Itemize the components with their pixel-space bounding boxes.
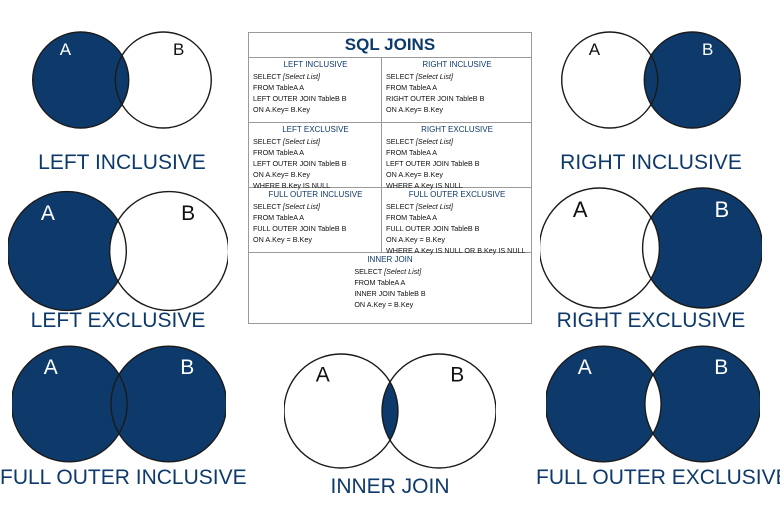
venn-shaded-region	[546, 346, 662, 462]
caption-full-outer-inclusive: FULL OUTER INCLUSIVE	[0, 466, 247, 489]
venn-circle-a	[540, 187, 661, 309]
sql-line: ON A.Key = B.Key	[386, 235, 445, 244]
venn-shaded-region	[32, 32, 129, 128]
sql-line: ON A.Key = B.Key	[354, 300, 414, 309]
venn-label-a: A	[44, 356, 58, 379]
sql-joins-reference-table: SQL JOINS LEFT INCLUSIVE SELECT [Select …	[248, 32, 532, 324]
venn-shaded-region	[644, 32, 741, 128]
sql-line: LEFT OUTER JOIN TableB B	[253, 159, 347, 168]
venn-shaded-region	[110, 346, 226, 462]
sql-line: FROM TableA A	[354, 278, 406, 287]
venn-label-b: B	[180, 356, 194, 379]
venn-label-a: A	[41, 202, 55, 225]
venn-label-b: B	[714, 197, 729, 222]
venn-circle-b	[643, 31, 741, 129]
ref-cell-right-inclusive: RIGHT INCLUSIVE SELECT [Select List] FROM…	[382, 58, 531, 123]
sql-line: ON A.Key= B.Key	[253, 170, 310, 179]
venn-circle-b	[108, 190, 228, 312]
venn-circle-a	[32, 31, 130, 129]
sql-line: SELECT [Select List]	[386, 137, 453, 146]
venn-label-b: B	[714, 356, 728, 379]
reference-title: SQL JOINS	[249, 33, 531, 58]
venn-label-a: A	[589, 40, 601, 59]
sql-line: SELECT [Select List]	[253, 72, 320, 81]
sql-line: WHERE A.Key IS NULL OR B.Key IS NULL	[386, 246, 526, 255]
venn-label-b: B	[181, 202, 195, 225]
sql-line: ON A.Key= B.Key	[386, 170, 443, 179]
sql-line: SELECT [Select List]	[386, 202, 453, 211]
sql-line: FROM TableA A	[253, 83, 304, 92]
sql-line: ON A.Key= B.Key	[386, 105, 443, 114]
ref-cell-left-exclusive: LEFT EXCLUSIVE SELECT [Select List] FROM …	[249, 123, 382, 190]
venn-circle-b	[641, 187, 762, 309]
sql-line: LEFT OUTER JOIN TableB B	[253, 94, 347, 103]
sql-line: ON A.Key= B.Key	[253, 105, 310, 114]
venn-shaded-region	[642, 188, 762, 308]
ref-cell-title: LEFT INCLUSIVE	[283, 60, 348, 69]
sql-line: FULL OUTER JOIN TableB B	[253, 224, 347, 233]
caption-full-outer-exclusive: FULL OUTER EXCLUSIVE	[536, 466, 780, 489]
sql-line: WHERE B.Key IS NULL	[253, 181, 331, 190]
venn-shaded-region	[12, 346, 128, 462]
venn-circle-a	[284, 353, 399, 469]
sql-line: FROM TableA A	[386, 213, 437, 222]
sql-line: ON A.Key = B.Key	[253, 235, 312, 244]
venn-label-b: B	[450, 363, 464, 386]
venn-label-a: A	[578, 356, 592, 379]
sql-line: SELECT [Select List]	[354, 267, 422, 276]
ref-cell-full-outer-inclusive: FULL OUTER INCLUSIVE SELECT [Select List…	[249, 188, 382, 253]
venn-circle-b	[114, 31, 212, 129]
sql-line: LEFT OUTER JOIN TableB B	[386, 159, 480, 168]
venn-circle-a	[561, 31, 659, 129]
venn-circle-b	[644, 345, 760, 463]
sql-line: FULL OUTER JOIN TableB B	[386, 224, 480, 233]
caption-left-exclusive: LEFT EXCLUSIVE	[30, 309, 206, 332]
venn-shaded-region	[8, 191, 127, 311]
ref-cell-inner-join: INNER JOIN SELECT [Select List] FROM Tabl…	[249, 253, 531, 314]
ref-cell-title: LEFT EXCLUSIVE	[282, 125, 349, 134]
ref-cell-title: INNER JOIN	[367, 255, 413, 264]
ref-cell-right-exclusive: RIGHT EXCLUSIVE SELECT [Select List] FROM…	[382, 123, 531, 190]
venn-label-a: A	[316, 363, 330, 386]
venn-shaded-region	[644, 346, 760, 462]
venn-label-a: A	[573, 197, 588, 222]
venn-label-a: A	[60, 40, 72, 59]
sql-line: FROM TableA A	[386, 148, 437, 157]
sql-line: SELECT [Select List]	[253, 202, 320, 211]
sql-line: FROM TableA A	[253, 148, 304, 157]
sql-line: FROM TableA A	[386, 83, 437, 92]
sql-line: WHERE A.Key IS NULL	[386, 181, 463, 190]
sql-line: INNER JOIN TableB B	[354, 289, 426, 298]
ref-cell-title: RIGHT INCLUSIVE	[422, 60, 492, 69]
venn-circle-a	[12, 345, 128, 463]
caption-inner-join: INNER JOIN	[330, 475, 450, 498]
sql-line: SELECT [Select List]	[386, 72, 453, 81]
caption-right-exclusive: RIGHT EXCLUSIVE	[556, 309, 746, 332]
sql-line: RIGHT OUTER JOIN TableB B	[386, 94, 485, 103]
sql-line: FROM TableA A	[253, 213, 304, 222]
venn-circle-b	[110, 345, 226, 463]
venn-circle-a	[8, 190, 128, 312]
ref-cell-title: FULL OUTER EXCLUSIVE	[408, 190, 506, 199]
caption-left-inclusive: LEFT INCLUSIVE	[38, 151, 206, 174]
caption-right-inclusive: RIGHT INCLUSIVE	[560, 151, 742, 174]
venn-circle-a	[546, 345, 662, 463]
sql-line: SELECT [Select List]	[253, 137, 320, 146]
venn-label-b: B	[173, 40, 184, 59]
venn-circle-b	[381, 353, 496, 469]
ref-cell-title: RIGHT EXCLUSIVE	[421, 125, 493, 134]
ref-cell-title: FULL OUTER INCLUSIVE	[268, 190, 363, 199]
ref-cell-left-inclusive: LEFT INCLUSIVE SELECT [Select List] FROM …	[249, 58, 382, 123]
ref-cell-full-outer-exclusive: FULL OUTER EXCLUSIVE SELECT [Select List…	[382, 188, 531, 255]
venn-label-b: B	[702, 40, 713, 59]
